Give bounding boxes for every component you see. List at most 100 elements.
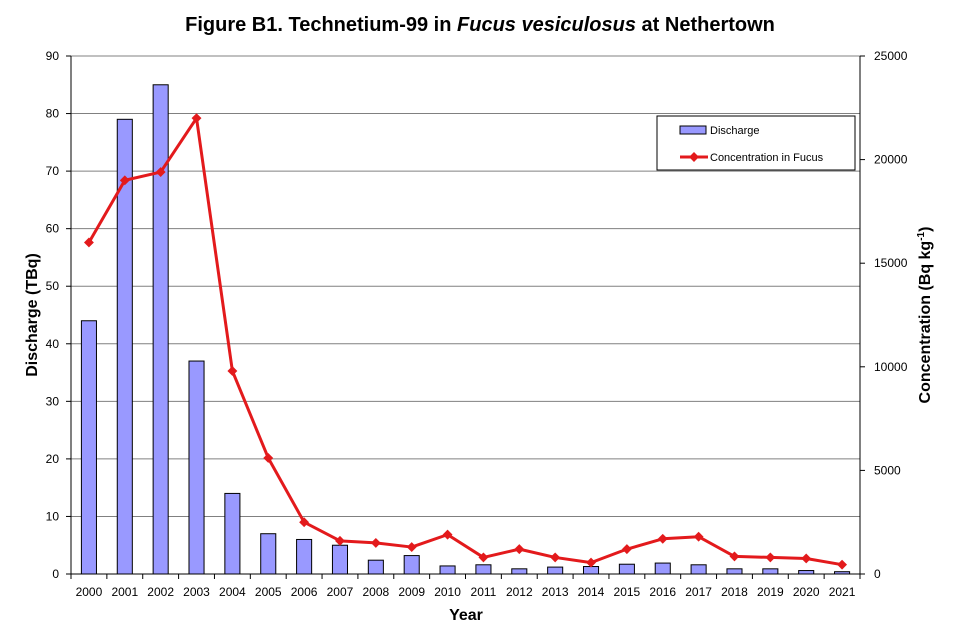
concentration-point [227,365,238,376]
y2-tick-label: 10000 [874,360,908,374]
legend-marker-concentration [689,152,699,162]
left-tick-labels: 0 10 20 30 40 50 60 70 80 90 [46,49,60,581]
concentration-point [370,537,381,548]
discharge-bar [224,492,241,575]
x-tick-label: 2019 [757,585,784,599]
discharge-bar [726,568,743,575]
concentration-point [550,552,561,563]
legend-swatch-discharge [679,125,707,135]
discharge-bar [762,568,779,575]
legend-box [656,115,856,171]
x-tick-label: 2004 [219,585,246,599]
discharge-bar [511,568,528,575]
concentration-line [83,113,848,570]
y2-tick-label: 0 [874,567,881,581]
discharge-bar [296,538,313,575]
chart-title-prefix: Figure B1. Technetium-99 in [185,14,457,36]
concentration-point [478,552,489,563]
x-tick-label: 2013 [542,585,569,599]
concentration-point [657,533,668,544]
discharge-bar [690,564,707,575]
y-tick-label: 40 [46,337,60,351]
y-tick-label: 80 [46,107,60,121]
discharge-bar [475,564,492,575]
y2-tick-label: 15000 [874,256,908,270]
y-tick-label: 70 [46,164,60,178]
x-axis-label: Year [449,607,483,624]
x-tick-label: 2016 [649,585,676,599]
concentration-point [765,552,776,563]
legend: Discharge Concentration in Fucus [656,115,856,171]
y-tick-label: 10 [46,509,60,523]
concentration-point [693,531,704,542]
y2-axis-label: Concentration (Bq kg-1) [916,227,934,404]
y-tick-label: 0 [52,567,59,581]
discharge-bar [260,533,277,575]
concentration-point [514,544,525,555]
x-tick-label: 2006 [291,585,318,599]
discharge-bar [798,570,815,575]
discharge-bar [654,562,671,575]
concentration-point [442,529,453,540]
x-tick-label: 2000 [76,585,103,599]
concentration-point [406,542,417,553]
discharge-bar [152,84,169,575]
y2-tick-label: 5000 [874,463,901,477]
y-tick-label: 50 [46,279,60,293]
concentration-point [119,175,130,186]
x-tick-labels: 2000 2001 2002 2003 2004 2005 2006 2007 2008 2009… [76,585,856,599]
discharge-bar [403,555,420,575]
x-tick-label: 2005 [255,585,282,599]
x-tick-label: 2003 [183,585,210,599]
concentration-point [801,553,812,564]
y-tick-label: 90 [46,49,60,63]
y2-tick-label: 25000 [874,49,908,63]
x-tick-label: 2018 [721,585,748,599]
discharge-bars [80,84,851,575]
concentration-point [586,557,596,568]
concentration-line-path [87,116,843,567]
y2-axis-label-sup: -1 [916,231,927,240]
legend-label-discharge: Discharge [710,125,760,137]
y2-axis-label-close: ) [917,227,934,232]
concentration-point [155,167,166,177]
concentration-point [335,535,345,546]
x-tick-label: 2021 [829,585,856,599]
concentration-point [83,237,94,248]
x-tick-label: 2015 [614,585,641,599]
x-tick-label: 2009 [398,585,425,599]
x-tick-label: 2002 [147,585,174,599]
concentration-point [299,517,310,528]
x-tick-label: 2017 [685,585,712,599]
x-tick-label: 2011 [471,585,497,599]
discharge-bar [331,544,349,575]
discharge-bar [188,360,205,575]
chart-title-suffix: at Nethertown [636,14,775,36]
x-tick-label: 2007 [327,585,354,599]
discharge-bar [367,559,384,575]
x-tick-label: 2020 [793,585,820,599]
discharge-bar [618,563,635,575]
y-axis-label: Discharge (TBq) [24,253,41,377]
discharge-bar [439,565,456,575]
legend-label-concentration: Concentration in Fucus [710,152,824,164]
discharge-bar [582,566,600,575]
discharge-bar [547,566,564,575]
discharge-bar [80,320,97,575]
x-tick-label: 2008 [362,585,389,599]
y2-tick-label: 20000 [874,153,908,167]
x-tick-label: 2014 [578,585,605,599]
y-tick-label: 60 [46,222,60,236]
y2-axis-label-main: Concentration (Bq kg [917,241,934,404]
concentration-point [837,559,848,570]
y-tick-label: 30 [46,394,60,408]
x-tick-label: 2010 [434,585,461,599]
chart-title: Figure B1. Technetium-99 in Fucus vesicu… [185,14,775,36]
chart-title-italic: Fucus vesiculosus [457,14,636,36]
right-tick-labels: 0 5000 10000 15000 20000 25000 [874,49,908,581]
x-tick-label: 2001 [111,585,138,599]
concentration-point [263,453,274,463]
tick-marks [66,55,865,579]
concentration-point [191,113,202,124]
concentration-point [621,544,632,555]
